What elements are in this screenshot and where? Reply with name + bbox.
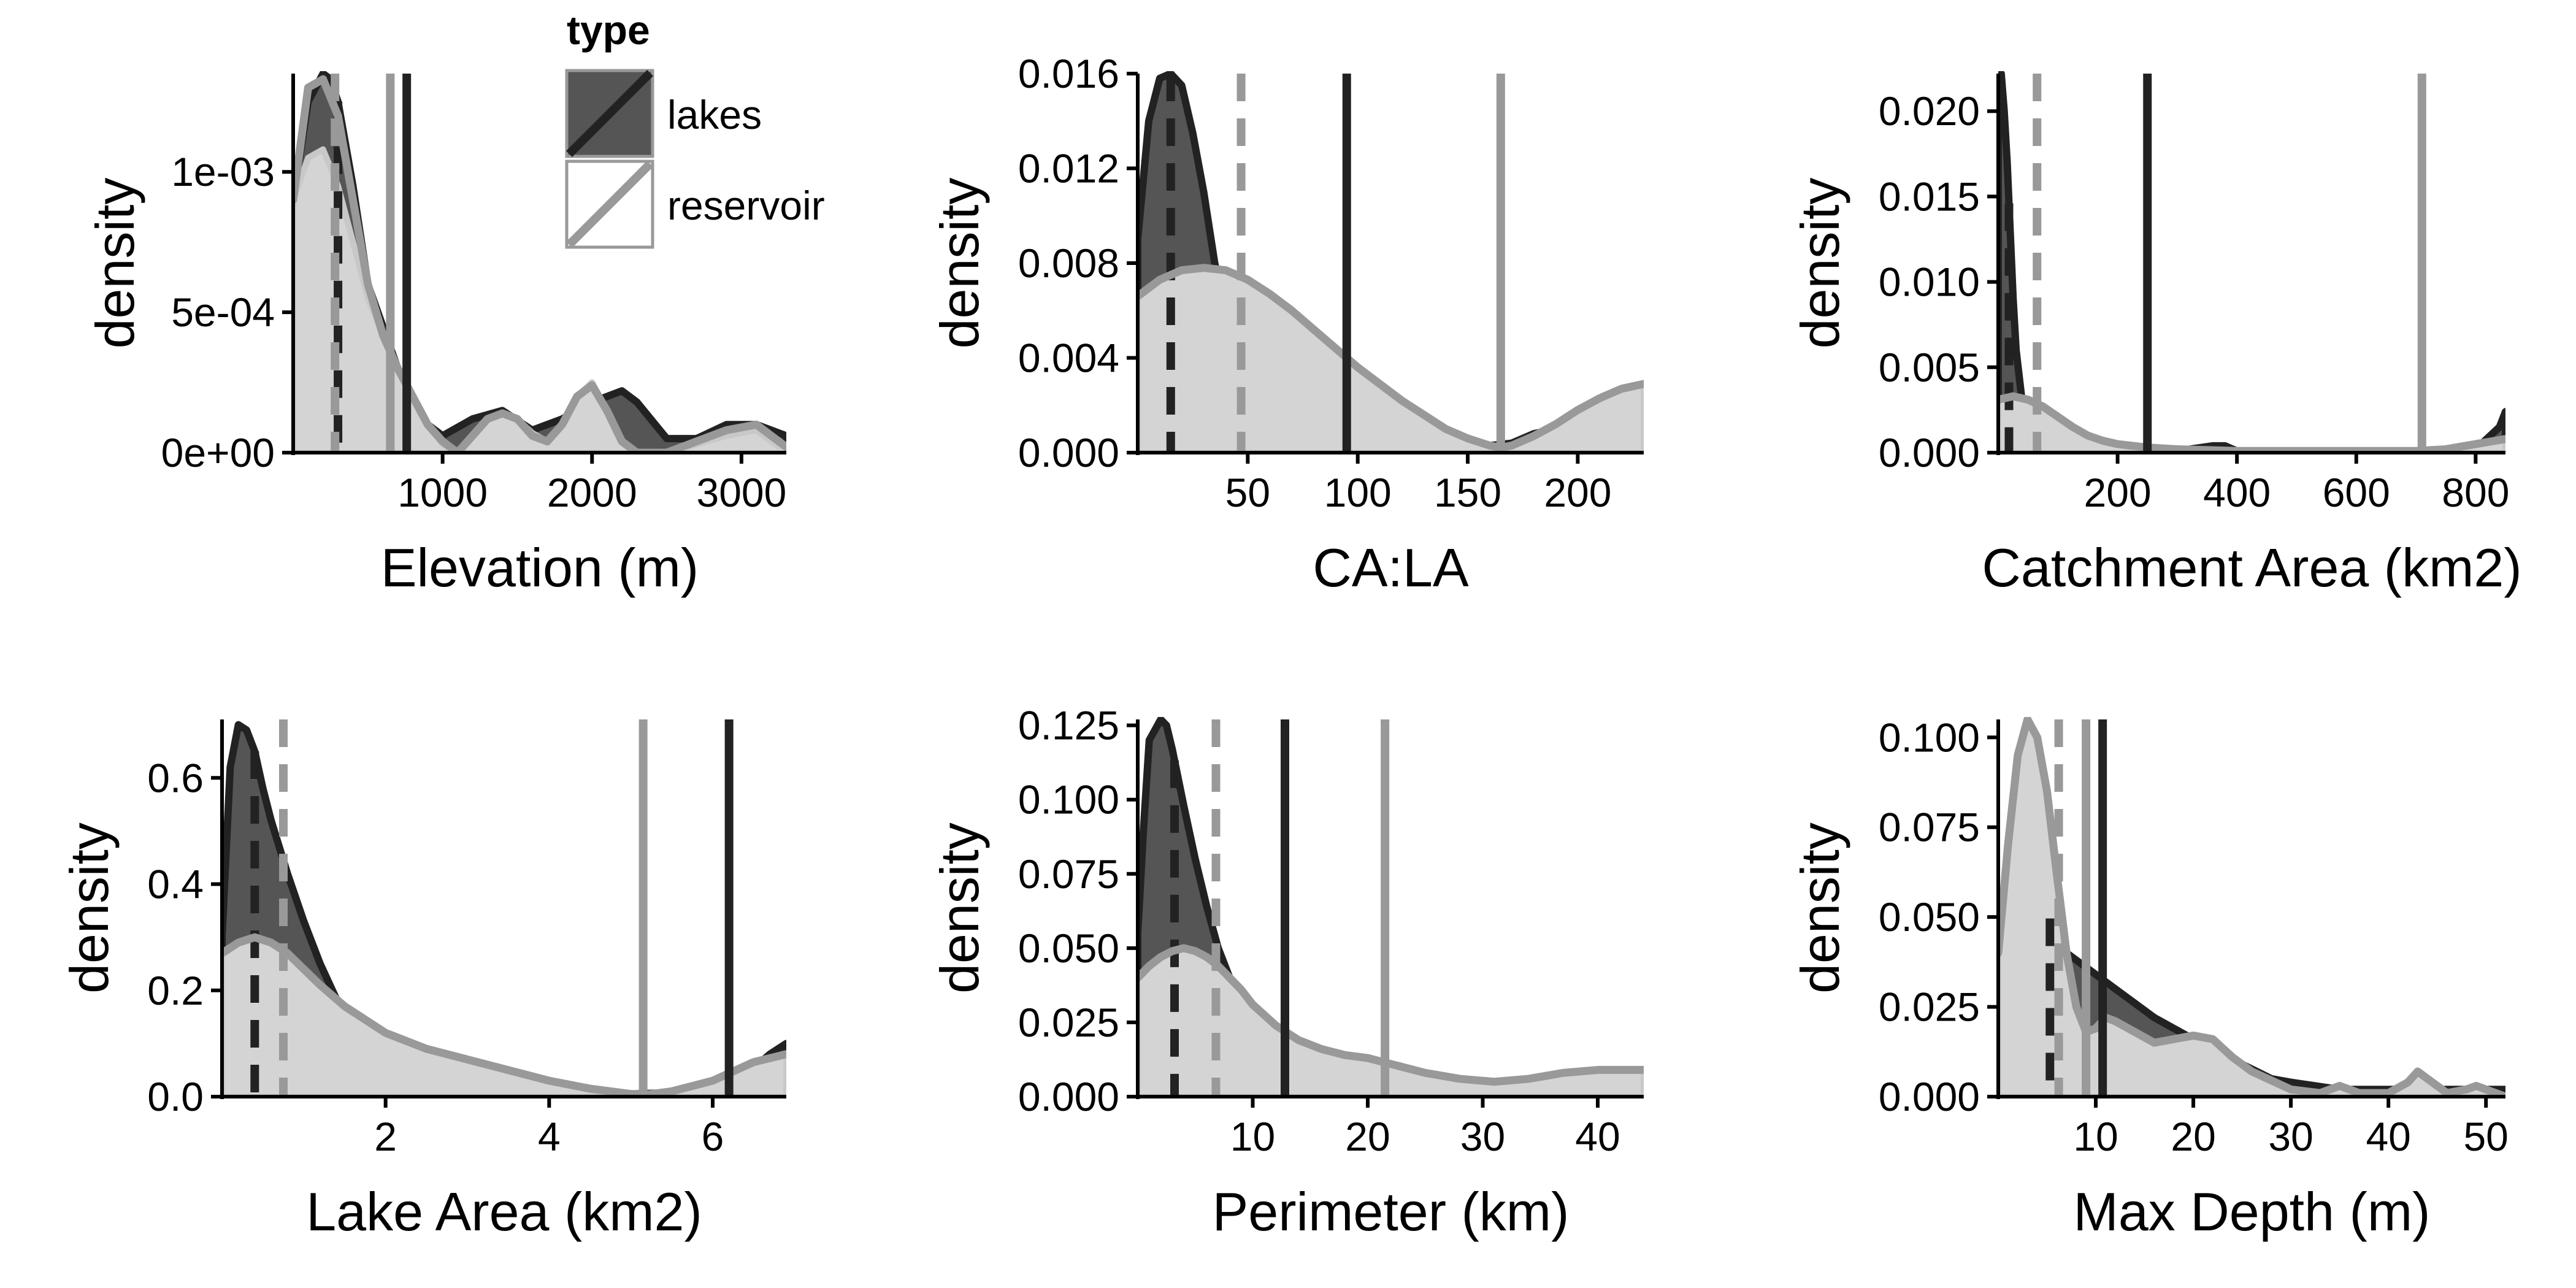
y-axis-title: density [85, 178, 145, 349]
x-axis-title: Elevation (m) [381, 537, 699, 598]
y-tick-label: 0.010 [1879, 259, 1980, 305]
reservoir-density-curve [293, 75, 786, 453]
plot-area [1138, 71, 1644, 453]
y-tick-label: 0.000 [1018, 430, 1119, 475]
reservoir-density-curve [222, 933, 786, 1097]
x-tick-label: 3000 [696, 470, 786, 515]
x-tick-label: 20 [1345, 1114, 1390, 1159]
x-tick-label: 400 [2203, 470, 2271, 515]
legend: type lakes reservoir [565, 7, 825, 249]
y-axis-title: density [1790, 822, 1850, 994]
reservoir-density-curve [1138, 264, 1644, 452]
y-tick-label: 0.100 [1879, 715, 1980, 760]
x-tick-label: 10 [1230, 1114, 1275, 1159]
x-tick-label: 50 [1225, 470, 1270, 515]
x-tick-label: 30 [1460, 1114, 1505, 1159]
y-tick-label: 0.004 [1018, 335, 1119, 381]
y-tick-label: 0.000 [1879, 1074, 1980, 1119]
y-tick-label: 0.0 [147, 1074, 204, 1119]
x-tick-label: 200 [1544, 470, 1611, 515]
legend-key-lakes: lakes [565, 69, 762, 158]
y-tick-label: 0.025 [1879, 984, 1980, 1030]
y-tick-label: 0.008 [1018, 240, 1119, 286]
y-tick-label: 0.100 [1018, 777, 1119, 822]
legend-label-lakes: lakes [667, 92, 762, 137]
plot-area [1138, 717, 1644, 1097]
x-axis-title: Perimeter (km) [1213, 1181, 1570, 1242]
panel-4: 2 4 6 0.0 0.2 0.4 0.6 Lake Area (km2) density [59, 719, 786, 1242]
reservoir-density-curve [1998, 717, 2505, 1097]
x-tick-label: 40 [2366, 1114, 2410, 1159]
x-tick-label: 30 [2268, 1114, 2313, 1159]
y-tick-label: 0.4 [147, 862, 204, 907]
x-tick-label: 600 [2323, 470, 2390, 515]
y-tick-label: 0.2 [147, 968, 204, 1013]
legend-line-lakes [566, 70, 653, 157]
y-tick-label: 0.025 [1018, 1000, 1119, 1045]
y-tick-label: 0e+00 [161, 430, 275, 475]
x-tick-label: 100 [1324, 470, 1392, 515]
y-tick-label: 0.075 [1879, 805, 1980, 850]
panel-2: 50 100 150 200 0.000 0.004 0.008 0.012 0.016 CA:L… [929, 51, 1644, 598]
x-tick-label: 800 [2442, 470, 2509, 515]
legend-title: type [567, 7, 650, 53]
x-tick-label: 2 [374, 1114, 397, 1159]
legend-label-reservoir: reservoir [667, 183, 825, 228]
x-tick-label: 200 [2084, 470, 2152, 515]
lakes-density-area [1998, 71, 2505, 453]
y-tick-label: 0.000 [1018, 1074, 1119, 1119]
y-axis-title: density [929, 822, 990, 994]
x-tick-label: 2000 [547, 470, 637, 515]
x-tick-label: 150 [1434, 470, 1501, 515]
reservoir-density-area [1138, 264, 1644, 453]
legend-key-reservoir: reservoir [565, 159, 825, 249]
x-axis-title: Lake Area (km2) [306, 1181, 702, 1242]
y-tick-label: 0.012 [1018, 146, 1119, 191]
panel-6: 10 20 30 40 50 0.000 0.025 0.050 0.075 0.100 Max D… [1790, 715, 2509, 1242]
y-axis-title: density [1790, 178, 1850, 349]
panel-3: 200 400 600 800 0.000 0.005 0.010 0.015 0.020 Cat… [1790, 71, 2522, 598]
panel-5: 10 20 30 40 0.000 0.025 0.050 0.075 0.100 0.125 Pe… [929, 703, 1644, 1242]
legend-line-reservoir [566, 161, 653, 248]
y-tick-label: 0.000 [1879, 430, 1980, 475]
x-axis-title: Catchment Area (km2) [1982, 537, 2521, 598]
plot-area [1998, 717, 2505, 1097]
x-tick-label: 4 [538, 1114, 561, 1159]
plot-area [1998, 71, 2505, 453]
y-tick-label: 0.005 [1879, 345, 1980, 390]
reservoir-density-area [1998, 717, 2505, 1097]
y-tick-label: 5e-04 [171, 289, 275, 335]
x-tick-label: 6 [702, 1114, 724, 1159]
x-tick-label: 50 [2463, 1114, 2508, 1159]
y-tick-label: 0.6 [147, 755, 204, 800]
x-tick-label: 1000 [397, 470, 488, 515]
x-tick-label: 10 [2073, 1114, 2118, 1159]
plot-area [293, 71, 786, 453]
y-axis-title: density [59, 822, 120, 994]
y-axis-title: density [929, 178, 990, 349]
x-tick-label: 40 [1575, 1114, 1620, 1159]
y-tick-label: 0.050 [1879, 894, 1980, 940]
x-axis-title: CA:LA [1313, 537, 1469, 598]
y-tick-label: 0.016 [1018, 51, 1119, 96]
panel-1: 1000 2000 3000 0e+00 5e-04 1e-03 Elevation (m)… [85, 71, 786, 598]
y-tick-label: 0.020 [1879, 88, 1980, 134]
y-tick-label: 0.015 [1879, 174, 1980, 219]
y-tick-label: 0.125 [1018, 703, 1119, 748]
panels-group: 1000 2000 3000 0e+00 5e-04 1e-03 Elevation (m)… [59, 51, 2522, 1242]
y-tick-label: 0.050 [1018, 926, 1119, 971]
y-tick-label: 1e-03 [171, 149, 275, 194]
plot-area [222, 719, 786, 1097]
y-tick-label: 0.075 [1018, 851, 1119, 897]
x-tick-label: 20 [2171, 1114, 2215, 1159]
x-axis-title: Max Depth (m) [2074, 1181, 2431, 1242]
